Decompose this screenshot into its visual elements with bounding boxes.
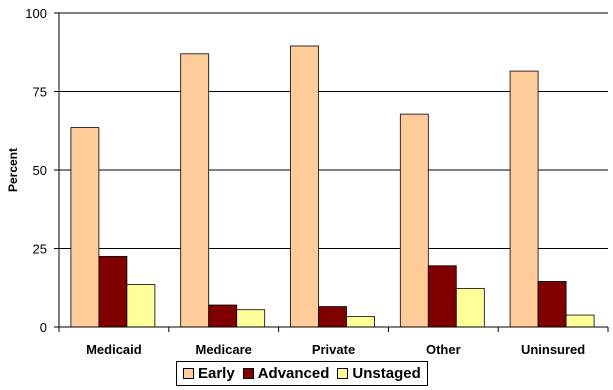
x-category-label: Medicare: [196, 342, 252, 357]
y-tick-label: 50: [33, 163, 47, 178]
bar-unstaged-private: [346, 316, 375, 328]
legend-label: Advanced: [257, 365, 330, 382]
y-tick-labels: 0 25 50 75 100: [25, 6, 47, 335]
legend-label: Unstaged: [352, 365, 421, 382]
y-tick-label: 75: [33, 85, 47, 100]
bar-unstaged-medicare: [236, 309, 266, 328]
bar-unstaged-medicaid: [126, 284, 156, 328]
legend-item-advanced: Advanced: [242, 365, 330, 382]
bar-advanced-medicaid: [98, 255, 128, 328]
bar-advanced-private: [318, 306, 347, 328]
bar-early-uninsured: [509, 70, 539, 328]
bar-early-other: [399, 113, 429, 328]
y-tick-label: 0: [40, 320, 47, 335]
bars: [70, 45, 595, 328]
bar-early-medicare: [180, 53, 210, 328]
legend-swatch: [183, 368, 194, 379]
legend-item-unstaged: Unstaged: [337, 365, 421, 382]
legend: Early Advanced Unstaged: [176, 361, 428, 386]
legend-label: Early: [198, 365, 235, 382]
legend-swatch: [337, 368, 349, 379]
y-axis-title: Percent: [6, 148, 20, 192]
x-category-label: Private: [312, 342, 355, 357]
legend-item-early: Early: [183, 365, 235, 382]
y-tick-label: 100: [25, 6, 47, 21]
bar-advanced-other: [427, 265, 457, 328]
bar-advanced-medicare: [208, 304, 238, 328]
bar-unstaged-other: [455, 287, 485, 328]
x-category-label: Other: [426, 342, 461, 357]
legend-swatch: [242, 368, 254, 379]
bar-unstaged-uninsured: [565, 314, 595, 328]
y-tick-label: 25: [33, 242, 47, 257]
bar-early-medicaid: [70, 127, 100, 328]
x-category-label: Uninsured: [521, 342, 585, 357]
bar-advanced-uninsured: [537, 281, 567, 328]
x-category-label: Medicaid: [86, 342, 142, 357]
axes: [54, 12, 609, 332]
x-category-labels: Medicaid Medicare Private Other Uninsured: [86, 342, 585, 357]
bar-early-private: [290, 45, 319, 328]
